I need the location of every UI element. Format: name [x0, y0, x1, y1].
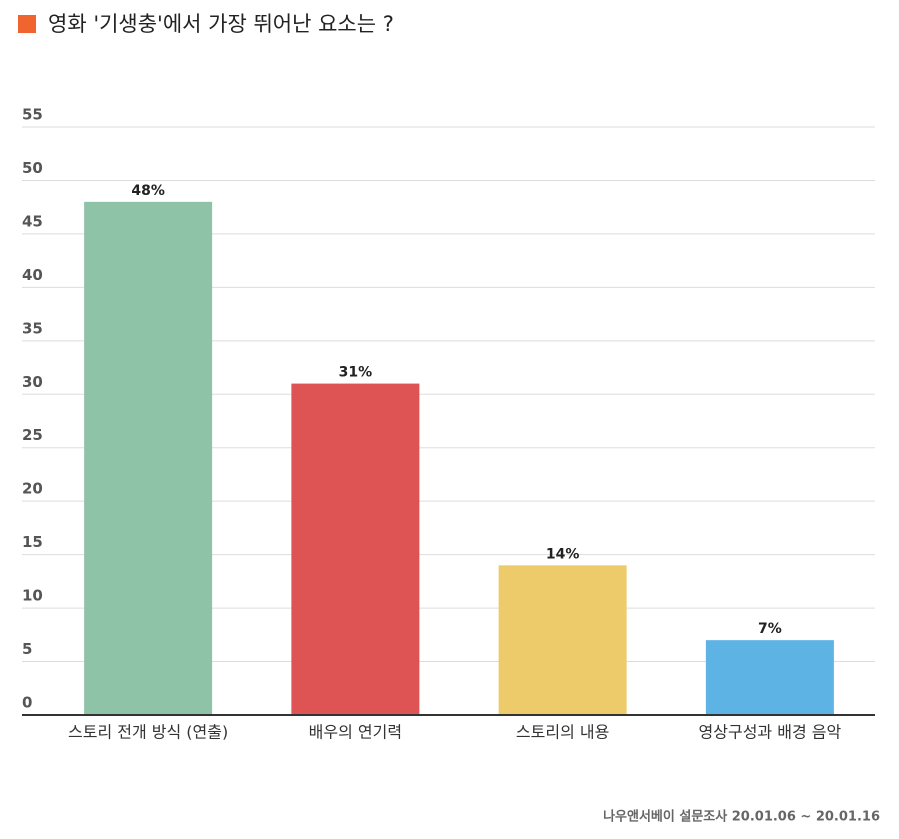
y-tick-label: 20	[22, 480, 43, 498]
bar	[291, 383, 420, 715]
value-label: 31%	[339, 365, 373, 381]
bar	[498, 565, 627, 715]
value-label: 48%	[131, 183, 165, 199]
y-tick-label: 40	[22, 266, 43, 284]
chart-title: 영화 '기생충'에서 가장 뛰어난 요소는 ?	[48, 12, 394, 36]
x-tick-label: 스토리의 내용	[516, 723, 609, 742]
y-tick-label: 25	[22, 426, 43, 444]
y-tick-label: 35	[22, 319, 43, 337]
y-tick-label: 45	[22, 212, 43, 230]
bar	[84, 201, 213, 715]
x-tick-label: 배우의 연기력	[309, 723, 402, 742]
x-tick-label: 스토리 전개 방식 (연출)	[68, 723, 228, 742]
y-tick-label: 0	[22, 694, 32, 712]
y-tick-label: 55	[22, 106, 43, 124]
value-label: 7%	[758, 621, 782, 637]
y-tick-label: 50	[22, 159, 43, 177]
title-icon	[18, 15, 36, 33]
x-tick-label: 영상구성과 배경 음악	[699, 723, 842, 742]
bar	[705, 640, 834, 715]
source: 나우앤서베이 설문조사 20.01.06 ~ 20.01.16	[603, 809, 880, 825]
value-label: 14%	[546, 546, 580, 562]
y-tick-label: 30	[22, 373, 43, 391]
y-tick-label: 15	[22, 533, 43, 551]
y-tick-label: 10	[22, 587, 43, 605]
y-tick-label: 5	[22, 640, 32, 658]
